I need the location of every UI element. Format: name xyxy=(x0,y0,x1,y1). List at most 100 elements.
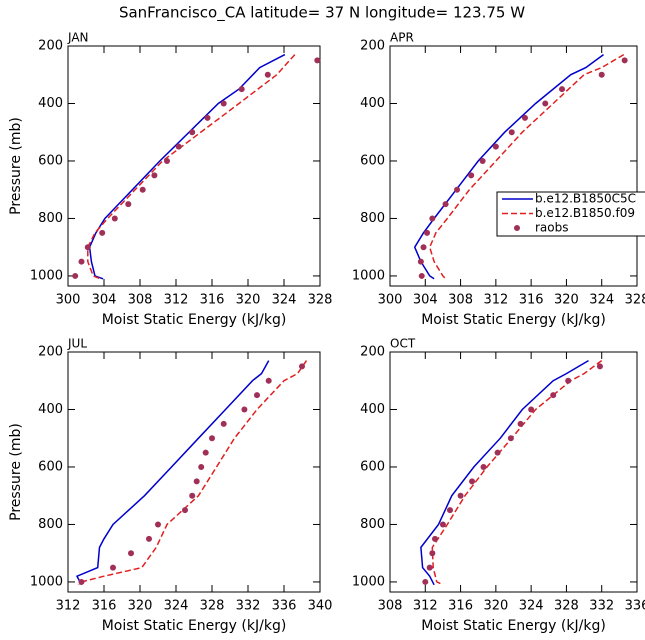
x-tick-label: 332 xyxy=(236,599,261,614)
y-tick-label: 600 xyxy=(38,459,63,474)
x-tick-label: 308 xyxy=(378,599,403,614)
x-tick-label: 328 xyxy=(625,293,645,308)
raob-point xyxy=(528,406,535,413)
raob-point xyxy=(550,392,557,399)
raob-point xyxy=(193,478,200,485)
x-tick-label: 304 xyxy=(413,293,438,308)
x-tick-label: 324 xyxy=(272,293,297,308)
raob-point xyxy=(99,229,106,236)
raob-point xyxy=(521,114,528,121)
x-axis-label: Moist Static Energy (kJ/kg) xyxy=(421,312,606,328)
raob-point xyxy=(517,420,524,427)
raob-point xyxy=(220,420,227,427)
raob-point xyxy=(139,186,146,193)
legend-label: b.e12.B1850.f09 xyxy=(535,206,635,220)
legend-label: b.e12.B1850C5C xyxy=(535,192,636,206)
raob-point xyxy=(469,478,476,485)
y-tick-label: 600 xyxy=(360,459,385,474)
x-tick-label: 316 xyxy=(519,293,544,308)
raob-point xyxy=(442,201,449,208)
x-tick-label: 340 xyxy=(308,599,333,614)
raob-point xyxy=(265,377,272,384)
panel-label: APR xyxy=(390,31,414,45)
x-tick-label: 336 xyxy=(625,599,645,614)
y-axis-label: Pressure (mb) xyxy=(8,423,24,521)
raob-point xyxy=(175,143,182,150)
raob-point xyxy=(189,129,196,136)
x-axis-label: Moist Static Energy (kJ/kg) xyxy=(102,312,287,328)
raob-point xyxy=(446,507,453,514)
x-tick-label: 308 xyxy=(448,293,473,308)
raob-point xyxy=(182,507,188,514)
raob-point xyxy=(204,114,211,121)
raob-point xyxy=(78,258,85,265)
y-tick-label: 800 xyxy=(38,517,63,532)
raob-point xyxy=(84,244,91,251)
x-tick-label: 316 xyxy=(92,599,117,614)
profile-line xyxy=(420,359,589,586)
raob-point xyxy=(457,492,464,499)
y-tick-label: 200 xyxy=(360,39,385,54)
y-tick-label: 400 xyxy=(38,96,63,111)
raob-point xyxy=(429,215,436,222)
plot-frame xyxy=(389,351,638,593)
profile-line xyxy=(413,53,604,280)
x-tick-label: 312 xyxy=(56,599,81,614)
x-tick-label: 304 xyxy=(92,293,117,308)
raob-point xyxy=(241,406,248,413)
y-tick-label: 600 xyxy=(38,153,63,168)
y-tick-label: 1000 xyxy=(352,574,385,589)
y-tick-label: 1000 xyxy=(352,268,385,283)
raob-point xyxy=(454,186,461,193)
raob-point xyxy=(596,363,603,370)
x-tick-label: 328 xyxy=(200,599,225,614)
profile-line xyxy=(78,360,308,586)
raob-point xyxy=(209,435,215,442)
y-tick-label: 200 xyxy=(38,345,63,360)
raob-point xyxy=(429,550,436,557)
x-tick-label: 336 xyxy=(272,599,297,614)
x-tick-label: 320 xyxy=(483,599,508,614)
raob-point xyxy=(125,201,132,208)
legend-label: raobs xyxy=(535,221,569,235)
raob-point xyxy=(621,57,628,64)
raob-point xyxy=(164,157,170,164)
x-tick-label: 300 xyxy=(56,293,81,308)
raob-point xyxy=(507,435,514,442)
y-axis-label: Pressure (mb) xyxy=(8,117,24,215)
profile-line xyxy=(75,360,270,586)
raob-point xyxy=(420,244,427,251)
x-tick-label: 320 xyxy=(236,293,261,308)
raob-point xyxy=(155,521,161,528)
plot-frame xyxy=(67,45,321,287)
x-tick-label: 320 xyxy=(128,599,153,614)
raob-point xyxy=(439,521,446,528)
x-tick-label: 332 xyxy=(589,599,614,614)
raob-point xyxy=(198,463,205,470)
raob-point xyxy=(417,258,424,265)
raob-point xyxy=(479,157,486,164)
legend-marker xyxy=(514,225,520,231)
y-tick-label: 600 xyxy=(360,153,385,168)
raob-point xyxy=(264,71,271,78)
raob-point xyxy=(72,272,79,279)
y-tick-label: 1000 xyxy=(30,268,63,283)
raob-point xyxy=(480,463,487,470)
raob-point xyxy=(565,377,572,384)
x-tick-label: 316 xyxy=(448,599,473,614)
raob-point xyxy=(542,100,549,107)
raob-point xyxy=(508,129,515,136)
raob-point xyxy=(299,363,305,370)
y-tick-label: 800 xyxy=(360,211,385,226)
raob-point xyxy=(418,272,425,279)
plot-frame xyxy=(389,45,638,287)
profile-line xyxy=(428,53,625,280)
raob-point xyxy=(111,215,118,222)
raob-point xyxy=(314,57,321,64)
panel-label: JUL xyxy=(67,337,87,351)
x-tick-label: 312 xyxy=(483,293,508,308)
raob-point xyxy=(254,392,260,399)
raob-point xyxy=(559,86,566,93)
x-tick-label: 312 xyxy=(164,293,189,308)
